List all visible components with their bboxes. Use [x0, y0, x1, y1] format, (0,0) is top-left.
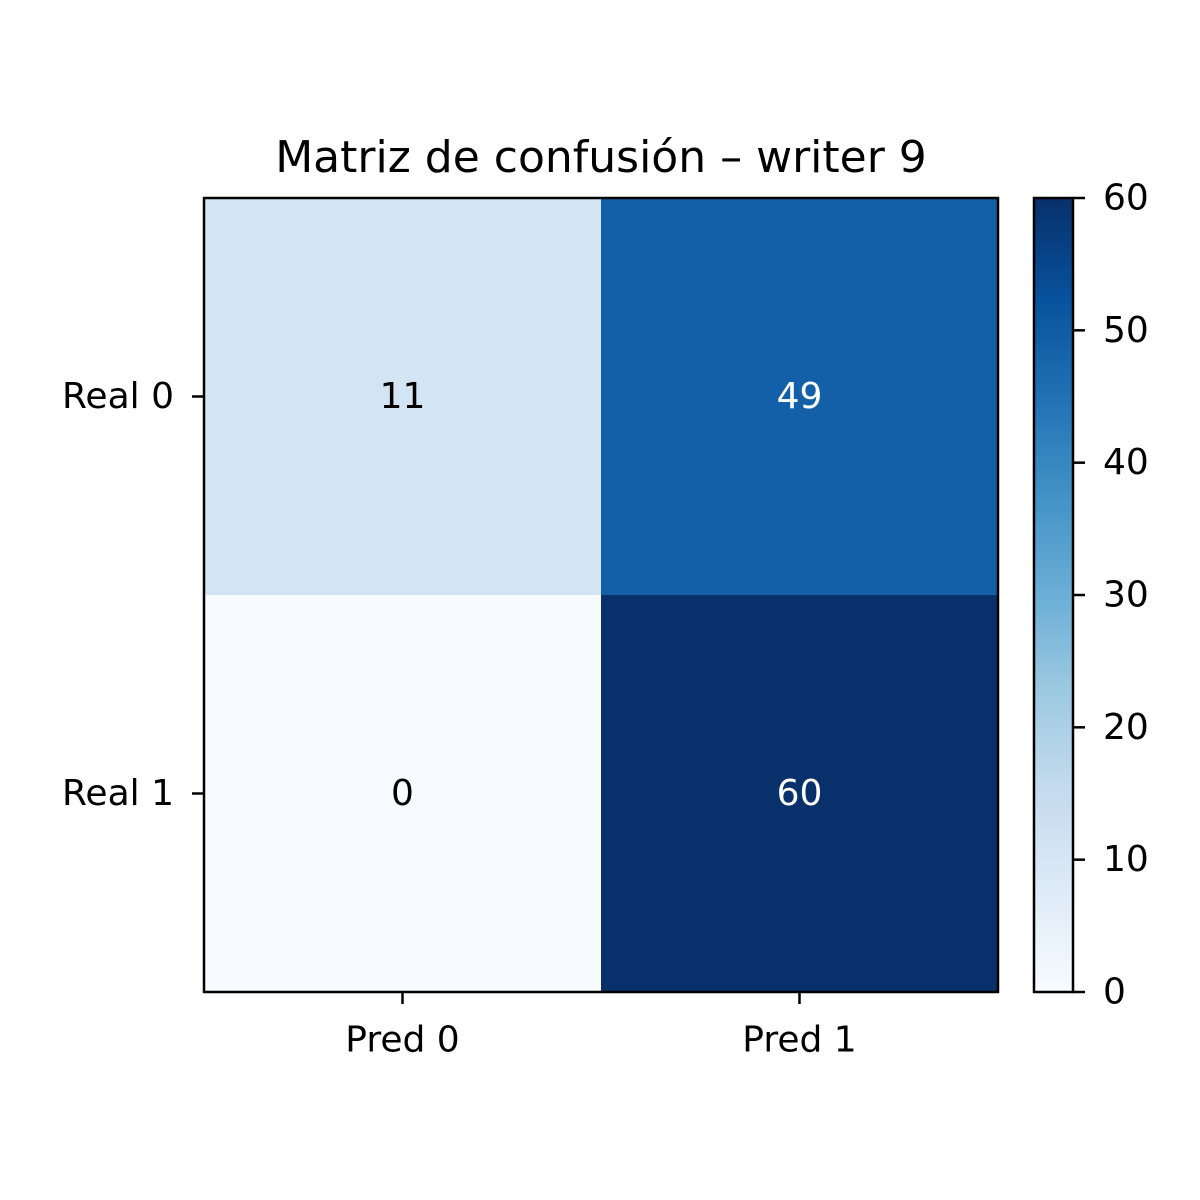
colorbar-ticks: 0 10 20 30 40 50 60	[1073, 178, 1149, 1013]
colorbar-gradient	[1034, 198, 1073, 992]
cell-value-label: 49	[777, 376, 823, 417]
y-axis: Real 0 Real 1	[62, 376, 204, 814]
y-tick-label: Real 0	[62, 376, 174, 417]
colorbar-tick-label: 10	[1103, 839, 1149, 880]
heatmap-cells	[204, 198, 999, 993]
cell-value-label: 60	[777, 773, 823, 814]
cell-value-label: 11	[380, 376, 426, 417]
heatmap-cell	[204, 595, 602, 993]
colorbar-tick-label: 50	[1103, 310, 1149, 351]
x-tick-label: Pred 1	[742, 1020, 856, 1061]
chart-title: Matriz de confusión – writer 9	[275, 132, 927, 183]
x-tick-label: Pred 0	[345, 1020, 459, 1061]
colorbar-tick-label: 30	[1103, 575, 1149, 616]
y-tick-label: Real 1	[62, 773, 174, 814]
colorbar-tick-label: 60	[1103, 178, 1149, 219]
x-axis: Pred 0 Pred 1	[345, 992, 857, 1061]
colorbar: 0 10 20 30 40 50 60	[1032, 178, 1149, 1013]
colorbar-tick-label: 20	[1103, 707, 1149, 748]
heatmap-cell	[204, 198, 602, 596]
heatmap-cell	[601, 198, 999, 596]
colorbar-tick-label: 0	[1103, 972, 1126, 1013]
heatmap-cell	[601, 595, 999, 993]
plot-frame	[202, 196, 1000, 994]
colorbar-tick-label: 40	[1103, 442, 1149, 483]
heatmap-cell-labels: 11 49 0 60	[380, 376, 823, 814]
cell-value-label: 0	[391, 773, 414, 814]
